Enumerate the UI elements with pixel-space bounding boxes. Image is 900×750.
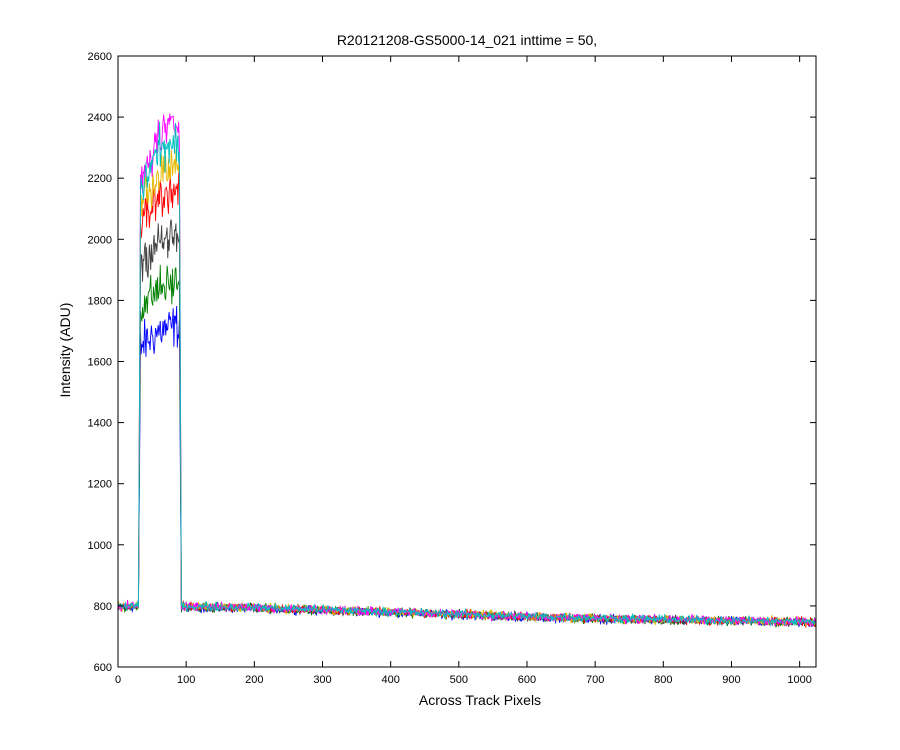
y-tick-label: 1400 xyxy=(88,418,112,430)
series-group xyxy=(117,113,817,628)
x-axis-title: Across Track Pixels xyxy=(419,692,541,708)
x-tick-label: 800 xyxy=(654,674,672,686)
x-tick-label: 100 xyxy=(177,674,195,686)
series-line-4 xyxy=(117,170,817,628)
x-tick-label: 900 xyxy=(722,674,740,686)
x-tick-label: 600 xyxy=(518,674,536,686)
series-line-1 xyxy=(117,306,817,628)
series-line-3 xyxy=(117,219,817,627)
y-tick-label: 1800 xyxy=(88,295,112,307)
series-line-7 xyxy=(117,121,817,627)
x-tick-label: 700 xyxy=(586,674,604,686)
y-tick-label: 2000 xyxy=(88,234,112,246)
y-tick-label: 2400 xyxy=(88,112,112,124)
x-tick-label: 1000 xyxy=(787,674,811,686)
x-tick-label: 400 xyxy=(381,674,399,686)
y-tick-label: 1000 xyxy=(88,540,112,552)
y-tick-label: 1200 xyxy=(88,479,112,491)
y-tick-label: 600 xyxy=(94,662,112,674)
x-tick-label: 0 xyxy=(115,674,121,686)
x-tick-label: 200 xyxy=(245,674,263,686)
y-tick-label: 800 xyxy=(94,601,112,613)
y-tick-label: 2600 xyxy=(88,51,112,63)
axes-group: 0 100 200 300 400 500 600 700 800 900 1000 600 800 10… xyxy=(88,51,817,686)
plot-frame xyxy=(117,55,817,668)
chart-title: R20121208-GS5000-14_021 inttime = 50, xyxy=(337,32,597,48)
series-line-6 xyxy=(117,113,817,628)
y-axis-title: Intensity (ADU) xyxy=(57,303,73,398)
series-line-5 xyxy=(117,149,817,627)
y-tick-label: 1600 xyxy=(88,357,112,369)
x-tick-label: 500 xyxy=(450,674,468,686)
y-tick-label: 2200 xyxy=(88,173,112,185)
x-tick-label: 300 xyxy=(313,674,331,686)
series-line-2 xyxy=(117,264,817,628)
